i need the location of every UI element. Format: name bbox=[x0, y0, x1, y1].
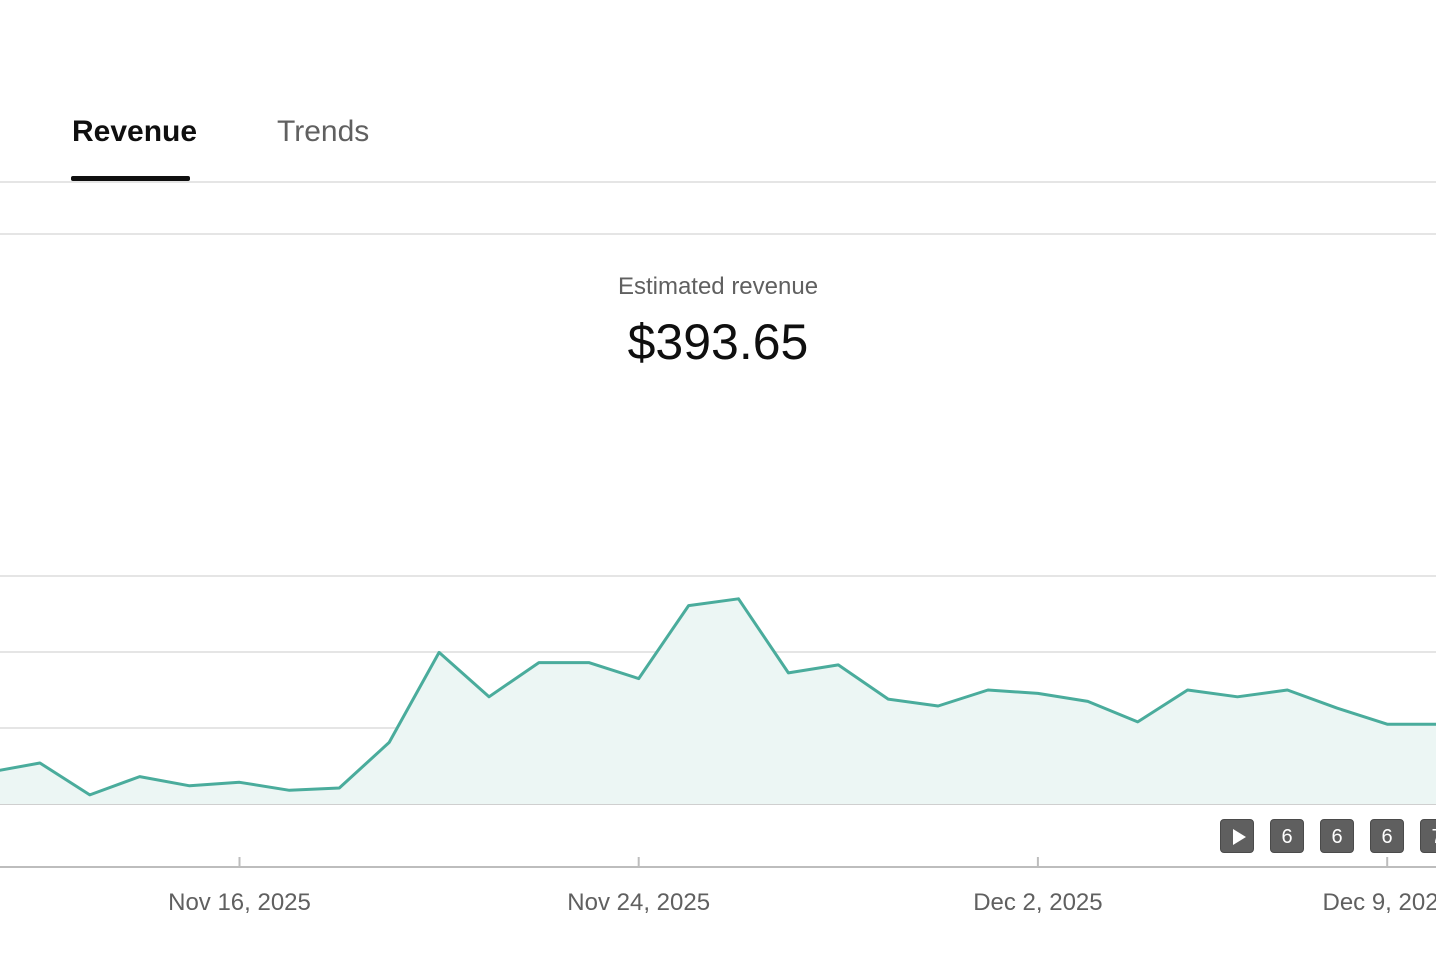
video-marker[interactable]: 6 bbox=[1270, 819, 1304, 853]
x-tick-label: Nov 16, 2025 bbox=[168, 889, 311, 916]
video-marker-count: 6 bbox=[1331, 826, 1343, 848]
revenue-series-line bbox=[0, 597, 1436, 797]
play-icon bbox=[1233, 829, 1246, 845]
metric-value: $393.65 bbox=[627, 314, 809, 370]
section-divider bbox=[0, 233, 1436, 235]
video-marker[interactable]: 7 bbox=[1420, 819, 1436, 853]
metric-label: Estimated revenue bbox=[617, 273, 819, 300]
video-marker-play[interactable] bbox=[1220, 819, 1254, 853]
tab-bar-divider bbox=[0, 181, 1436, 183]
tab-revenue[interactable]: Revenue bbox=[72, 115, 198, 148]
active-tab-indicator bbox=[71, 176, 190, 181]
video-marker[interactable]: 6 bbox=[1320, 819, 1354, 853]
revenue-area bbox=[0, 598, 1436, 804]
x-tick-label: Dec 9, 2025 bbox=[1322, 889, 1436, 916]
video-marker-count: 6 bbox=[1381, 826, 1393, 848]
tab-trends[interactable]: Trends bbox=[277, 115, 370, 148]
video-marker[interactable]: 6 bbox=[1370, 819, 1404, 853]
x-tick-label: Nov 24, 2025 bbox=[567, 889, 710, 916]
tab-bar: Revenue Trends bbox=[0, 0, 1436, 183]
video-marker-count: 7 bbox=[1431, 826, 1436, 848]
video-marker-count: 6 bbox=[1281, 826, 1293, 848]
x-tick-label: Dec 2, 2025 bbox=[973, 889, 1102, 916]
